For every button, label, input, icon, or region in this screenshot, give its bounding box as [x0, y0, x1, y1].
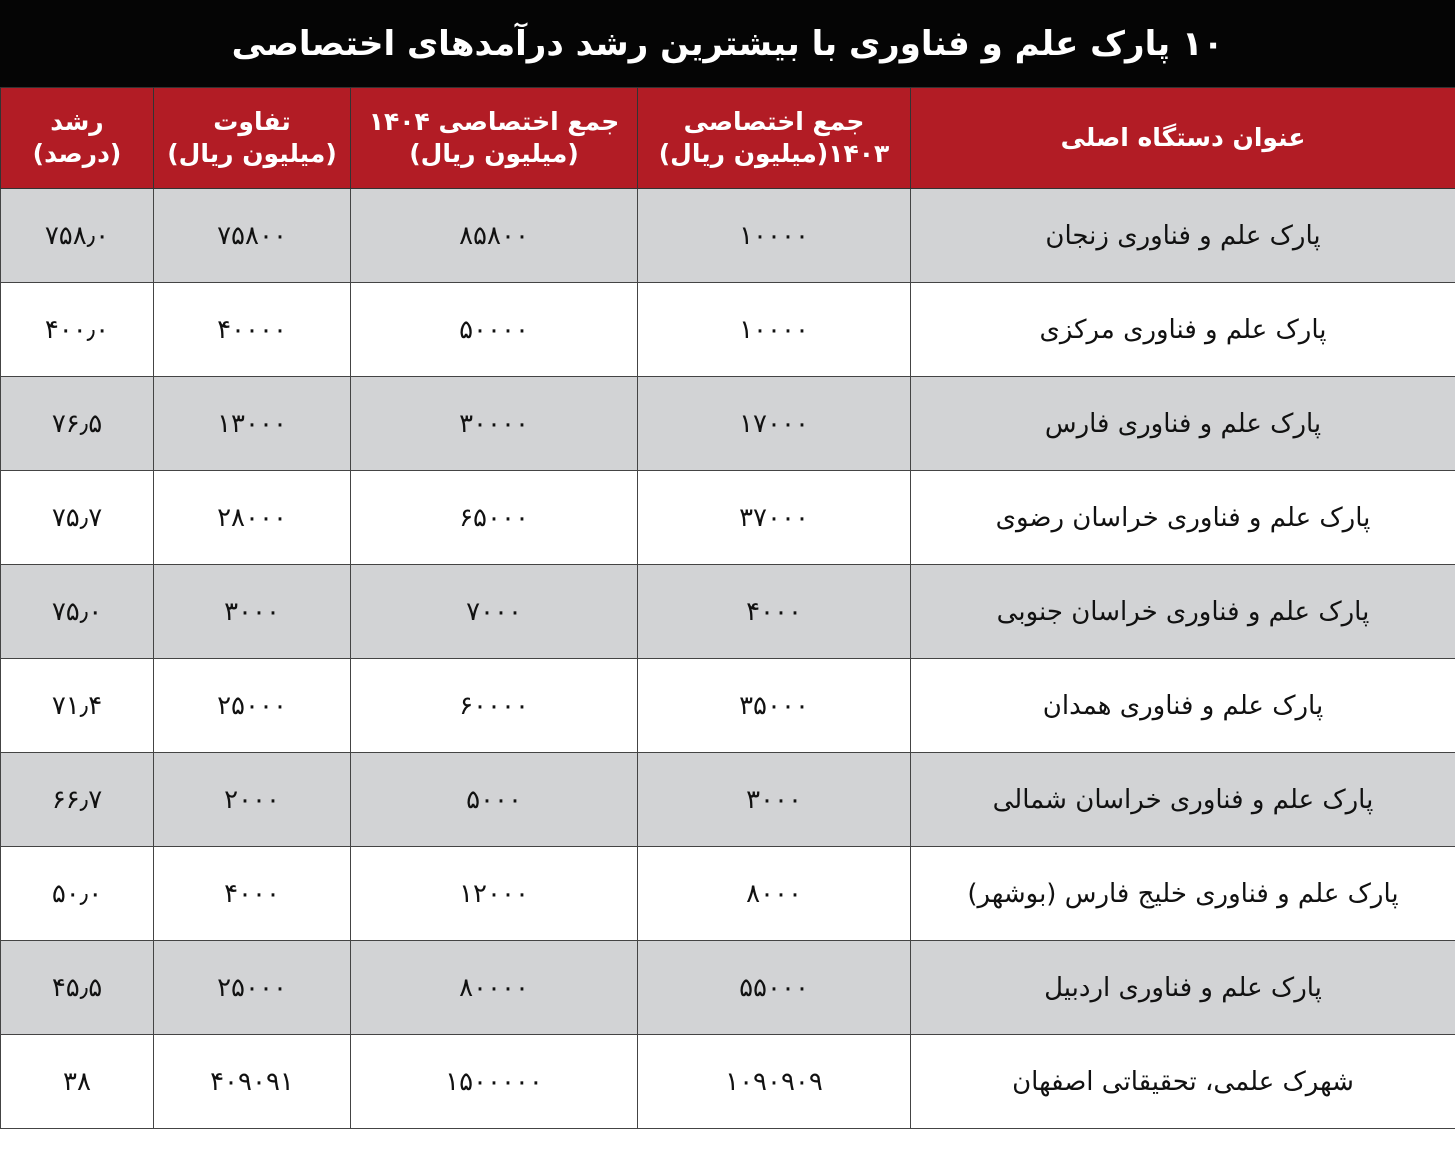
cell-growth: ۳۸ [0, 1034, 154, 1129]
table-row: پارک علم و فناوری فارس ۱۷۰۰۰ ۳۰۰۰۰ ۱۳۰۰۰ ۷۶٫… [0, 376, 1455, 471]
header-1404: جمع اختصاصی ۱۴۰۴ (میلیون ریال) [350, 87, 638, 189]
cell-total-1404: ۶۵۰۰۰ [350, 470, 638, 565]
cell-name: پارک علم و فناوری خراسان شمالی [910, 752, 1455, 847]
header-difference: تفاوت (میلیون ریال) [153, 87, 351, 189]
cell-total-1403: ۳۰۰۰ [637, 752, 911, 847]
cell-name: پارک علم و فناوری همدان [910, 658, 1455, 753]
cell-name: شهرک علمی، تحقیقاتی اصفهان [910, 1034, 1455, 1129]
cell-difference: ۴۰۹۰۹۱ [153, 1034, 351, 1129]
table-row: پارک علم و فناوری اردبیل ۵۵۰۰۰ ۸۰۰۰۰ ۲۵۰۰۰ ۴… [0, 940, 1455, 1035]
cell-name: پارک علم و فناوری مرکزی [910, 282, 1455, 377]
cell-total-1404: ۸۰۰۰۰ [350, 940, 638, 1035]
cell-total-1403: ۱۰۰۰۰ [637, 188, 911, 283]
table-row: پارک علم و فناوری مرکزی ۱۰۰۰۰ ۵۰۰۰۰ ۴۰۰۰۰ ۴۰… [0, 282, 1455, 377]
cell-difference: ۴۰۰۰ [153, 846, 351, 941]
cell-total-1403: ۱۰۹۰۹۰۹ [637, 1034, 911, 1129]
table-title: ۱۰ پارک علم و فناوری با بیشترین رشد درآم… [0, 0, 1455, 87]
cell-name: پارک علم و فناوری زنجان [910, 188, 1455, 283]
table-row: پارک علم و فناوری زنجان ۱۰۰۰۰ ۸۵۸۰۰ ۷۵۸۰۰ ۷۵… [0, 188, 1455, 283]
table-row: پارک علم و فناوری خراسان جنوبی ۴۰۰۰ ۷۰۰۰ ۳۰… [0, 564, 1455, 659]
cell-total-1403: ۸۰۰۰ [637, 846, 911, 941]
table-body: پارک علم و فناوری زنجان ۱۰۰۰۰ ۸۵۸۰۰ ۷۵۸۰۰ ۷۵… [0, 188, 1455, 1129]
cell-difference: ۲۰۰۰ [153, 752, 351, 847]
table-row: پارک علم و فناوری خراسان رضوی ۳۷۰۰۰ ۶۵۰۰۰ ۲… [0, 470, 1455, 565]
cell-total-1403: ۳۷۰۰۰ [637, 470, 911, 565]
table-row: پارک علم و فناوری خراسان شمالی ۳۰۰۰ ۵۰۰۰ ۲۰… [0, 752, 1455, 847]
cell-total-1404: ۸۵۸۰۰ [350, 188, 638, 283]
cell-growth: ۷۵۸٫۰ [0, 188, 154, 283]
cell-total-1404: ۵۰۰۰۰ [350, 282, 638, 377]
cell-total-1403: ۵۵۰۰۰ [637, 940, 911, 1035]
cell-total-1404: ۱۵۰۰۰۰۰ [350, 1034, 638, 1129]
cell-growth: ۷۵٫۷ [0, 470, 154, 565]
cell-total-1403: ۱۷۰۰۰ [637, 376, 911, 471]
cell-difference: ۲۸۰۰۰ [153, 470, 351, 565]
header-1403: جمع اختصاصی ۱۴۰۳(میلیون ریال) [637, 87, 911, 189]
cell-total-1404: ۱۲۰۰۰ [350, 846, 638, 941]
cell-growth: ۷۵٫۰ [0, 564, 154, 659]
table-row: پارک علم و فناوری خلیج فارس (بوشهر) ۸۰۰۰ ۱… [0, 846, 1455, 941]
cell-total-1404: ۵۰۰۰ [350, 752, 638, 847]
cell-difference: ۷۵۸۰۰ [153, 188, 351, 283]
header-growth: رشد (درصد) [0, 87, 154, 189]
cell-difference: ۳۰۰۰ [153, 564, 351, 659]
cell-growth: ۴۰۰٫۰ [0, 282, 154, 377]
cell-total-1404: ۳۰۰۰۰ [350, 376, 638, 471]
cell-total-1403: ۴۰۰۰ [637, 564, 911, 659]
cell-name: پارک علم و فناوری خراسان جنوبی [910, 564, 1455, 659]
cell-difference: ۲۵۰۰۰ [153, 940, 351, 1035]
cell-growth: ۶۶٫۷ [0, 752, 154, 847]
cell-total-1403: ۳۵۰۰۰ [637, 658, 911, 753]
header-name: عنوان دستگاه اصلی [910, 87, 1455, 189]
cell-difference: ۲۵۰۰۰ [153, 658, 351, 753]
cell-name: پارک علم و فناوری خلیج فارس (بوشهر) [910, 846, 1455, 941]
cell-total-1403: ۱۰۰۰۰ [637, 282, 911, 377]
cell-growth: ۵۰٫۰ [0, 846, 154, 941]
table-row: پارک علم و فناوری همدان ۳۵۰۰۰ ۶۰۰۰۰ ۲۵۰۰۰ ۷۱… [0, 658, 1455, 753]
cell-total-1404: ۶۰۰۰۰ [350, 658, 638, 753]
cell-difference: ۴۰۰۰۰ [153, 282, 351, 377]
cell-name: پارک علم و فناوری اردبیل [910, 940, 1455, 1035]
cell-growth: ۷۶٫۵ [0, 376, 154, 471]
cell-name: پارک علم و فناوری فارس [910, 376, 1455, 471]
table-row: شهرک علمی، تحقیقاتی اصفهان ۱۰۹۰۹۰۹ ۱۵۰۰۰۰۰… [0, 1034, 1455, 1129]
cell-growth: ۴۵٫۵ [0, 940, 154, 1035]
cell-total-1404: ۷۰۰۰ [350, 564, 638, 659]
header-row: عنوان دستگاه اصلی جمع اختصاصی ۱۴۰۳(میلیو… [0, 87, 1455, 189]
data-table: عنوان دستگاه اصلی جمع اختصاصی ۱۴۰۳(میلیو… [0, 87, 1455, 1129]
cell-growth: ۷۱٫۴ [0, 658, 154, 753]
cell-name: پارک علم و فناوری خراسان رضوی [910, 470, 1455, 565]
cell-difference: ۱۳۰۰۰ [153, 376, 351, 471]
